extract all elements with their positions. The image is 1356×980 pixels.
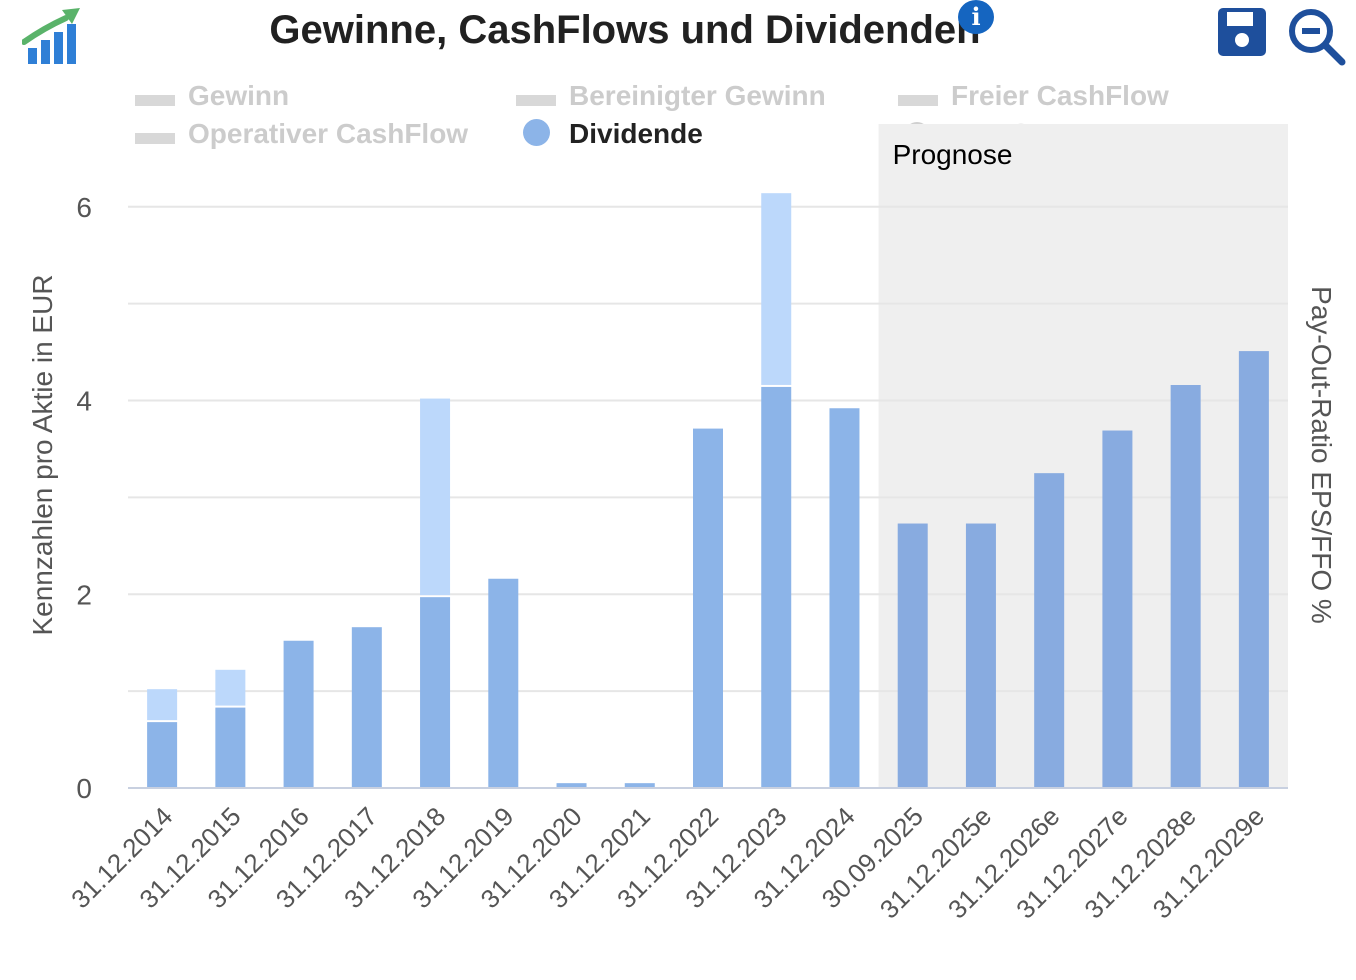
x-tick-label: 31.12.2027e xyxy=(1010,801,1133,924)
bar-dividende[interactable] xyxy=(147,722,178,788)
bar-dividende[interactable] xyxy=(420,597,451,788)
x-tick-label: 31.12.2022 xyxy=(611,801,724,914)
bar-dividende-extra[interactable] xyxy=(147,689,178,721)
legend-label: Bereinigter Gewinn xyxy=(569,80,826,111)
bar-dividende[interactable] xyxy=(1238,351,1269,788)
bar-dividende-extra[interactable] xyxy=(420,398,451,596)
x-tick-label: 31.12.2023 xyxy=(679,801,792,914)
bar-dividende[interactable] xyxy=(829,408,860,788)
floppy-disk-icon[interactable] xyxy=(1216,6,1268,63)
x-tick-label: 31.12.2016 xyxy=(202,801,315,914)
bar-dividende[interactable] xyxy=(283,640,314,788)
legend-swatch xyxy=(135,133,175,144)
bar-dividende[interactable] xyxy=(965,523,996,788)
legend-swatch xyxy=(135,95,175,106)
bar-dividende[interactable] xyxy=(1034,473,1065,788)
x-tick-label: 31.12.2017 xyxy=(270,801,383,914)
x-tick-label: 31.12.2021 xyxy=(543,801,656,914)
bars xyxy=(147,193,1269,788)
bar-dividende[interactable] xyxy=(1102,430,1133,788)
x-tick-label: 31.12.2019 xyxy=(406,801,519,914)
x-tick-label: 31.12.2014 xyxy=(65,801,178,914)
x-tick-label: 31.12.2015 xyxy=(133,801,246,914)
bar-dividende[interactable] xyxy=(693,428,723,788)
gridlines xyxy=(128,205,1288,693)
bar-dividende-extra[interactable] xyxy=(761,193,792,385)
bar-dividende[interactable] xyxy=(215,707,246,788)
bar-dividende[interactable] xyxy=(556,783,587,788)
legend-marker xyxy=(905,122,929,146)
x-tick-label: 31.12.2018 xyxy=(338,801,451,914)
y-tick-label: 6 xyxy=(76,192,92,223)
legend-swatch xyxy=(898,95,938,106)
legend-label: Freier CashFlow xyxy=(951,80,1169,111)
legend-label: Operativer CashFlow xyxy=(188,118,469,149)
forecast-band xyxy=(878,124,1288,788)
x-tick-label: 31.12.2029e xyxy=(1147,801,1270,924)
x-tick-label: 30.09.2025 xyxy=(816,801,929,914)
y-tick-label: 4 xyxy=(76,386,92,417)
bar-dividende[interactable] xyxy=(488,578,519,788)
bar-dividende[interactable] xyxy=(897,523,928,788)
legend-swatch xyxy=(516,95,556,106)
x-axis-ticks: 31.12.201431.12.201531.12.201631.12.2017… xyxy=(65,801,1270,924)
info-icon[interactable]: i xyxy=(958,0,994,34)
y2-axis-label: Pay-Out-Ratio EPS/FFO % xyxy=(1306,286,1337,624)
y-tick-label: 0 xyxy=(76,773,92,804)
bar-dividende-extra[interactable] xyxy=(215,669,246,706)
zoom-out-icon[interactable] xyxy=(1286,6,1348,73)
x-tick-label: 31.12.2024 xyxy=(747,801,860,914)
y-axis-ticks: 0 2 4 6 xyxy=(76,192,92,804)
chart-title: Gewinne, CashFlows und Dividenden xyxy=(269,8,981,52)
y-axis-label: Kennzahlen pro Aktie in EUR xyxy=(27,274,58,635)
bar-dividende[interactable] xyxy=(351,627,382,788)
x-tick-label: 31.12.2025e xyxy=(874,801,997,924)
x-tick-label: 31.12.2020 xyxy=(475,801,588,914)
legend-label: Gewinn xyxy=(188,80,290,111)
x-tick-label: 31.12.2028e xyxy=(1078,801,1201,924)
x-tick-label: 31.12.2026e xyxy=(942,801,1065,924)
bar-dividende[interactable] xyxy=(1170,385,1201,788)
bar-dividende[interactable] xyxy=(624,783,655,788)
trend-up-chart-icon xyxy=(21,6,84,73)
legend-label: Pay-Out xyxy=(951,118,1059,149)
legend-label: Dividende xyxy=(569,118,703,149)
y-tick-label: 2 xyxy=(76,579,92,610)
legend-swatch xyxy=(523,119,550,146)
bar-dividende[interactable] xyxy=(761,386,792,788)
